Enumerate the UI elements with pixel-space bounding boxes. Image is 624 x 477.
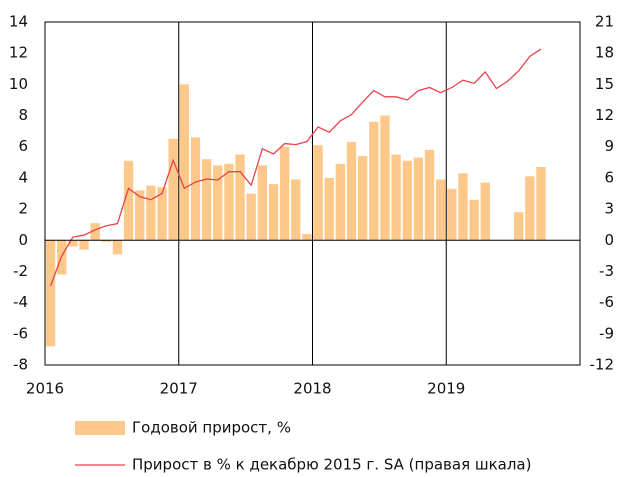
bar [391, 154, 401, 241]
x-tick-label: 2017 [160, 380, 198, 398]
y2-tick-label: 3 [604, 200, 614, 218]
y2-tick-label: 9 [604, 137, 614, 155]
bar [480, 182, 490, 241]
bar [257, 165, 268, 241]
bar [179, 84, 190, 241]
bar [45, 240, 56, 347]
line [49, 48, 542, 287]
y-tick-label: -8 [13, 356, 28, 374]
bar [213, 165, 223, 241]
bar [68, 240, 78, 247]
x-tick-label: 2019 [427, 380, 465, 398]
y2-tick-label: -6 [599, 293, 614, 311]
y2-tick-label: -9 [599, 324, 614, 342]
legend-label: Годовой прирост, % [132, 419, 291, 437]
y-tick-label: 8 [18, 106, 28, 124]
bar [324, 177, 334, 241]
legend-swatch [75, 421, 125, 435]
bar [79, 240, 89, 250]
y-tick-label: 4 [18, 168, 28, 186]
bar [402, 160, 412, 241]
bar [525, 176, 535, 241]
y2-tick-label: 6 [604, 168, 614, 186]
bar [235, 154, 245, 241]
bar [291, 179, 301, 241]
bar [146, 185, 156, 241]
y-tick-label: 6 [18, 137, 28, 155]
bar [424, 149, 435, 241]
bar [279, 146, 290, 241]
bar [201, 159, 212, 241]
y-tick-label: -2 [13, 262, 28, 280]
bar [268, 184, 279, 241]
y-tick-label: -4 [13, 293, 28, 311]
bar [90, 223, 100, 241]
bar [135, 190, 145, 241]
bar [313, 145, 323, 241]
x-tick-label: 2018 [293, 380, 331, 398]
y2-tick-label: 21 [595, 13, 614, 31]
x-tick-label: 2016 [26, 380, 64, 398]
y-tick-label: 14 [9, 13, 28, 31]
bar [435, 179, 446, 241]
bar [346, 142, 357, 241]
bar [302, 234, 312, 241]
bar [224, 163, 234, 241]
bar [469, 199, 479, 241]
y2-tick-label: 18 [595, 44, 614, 62]
bar [246, 193, 256, 241]
legend-label: Прирост в % к декабрю 2015 г. SA (правая… [132, 456, 531, 474]
bar [380, 115, 390, 241]
bar [458, 173, 468, 241]
bar [335, 163, 346, 241]
bar [514, 212, 524, 241]
bar [447, 188, 457, 241]
plot-frame [44, 21, 581, 366]
y-tick-label: 0 [18, 231, 28, 249]
bar [157, 187, 167, 241]
bar [112, 240, 123, 255]
bar [413, 157, 424, 241]
bar [123, 160, 134, 241]
y2-tick-label: 0 [604, 231, 614, 249]
y2-tick-label: -3 [599, 262, 614, 280]
y-tick-label: 2 [18, 200, 28, 218]
bar [190, 137, 201, 241]
bar [168, 138, 178, 241]
bar [101, 240, 111, 242]
bar [369, 121, 379, 241]
y-tick-label: 10 [9, 75, 28, 93]
y2-tick-label: 12 [595, 106, 614, 124]
y2-tick-label: -12 [590, 356, 615, 374]
y-tick-label: -6 [13, 324, 28, 342]
y-tick-label: 12 [9, 44, 28, 62]
y2-tick-label: 15 [595, 75, 614, 93]
bar [357, 156, 368, 241]
bar [536, 166, 546, 241]
